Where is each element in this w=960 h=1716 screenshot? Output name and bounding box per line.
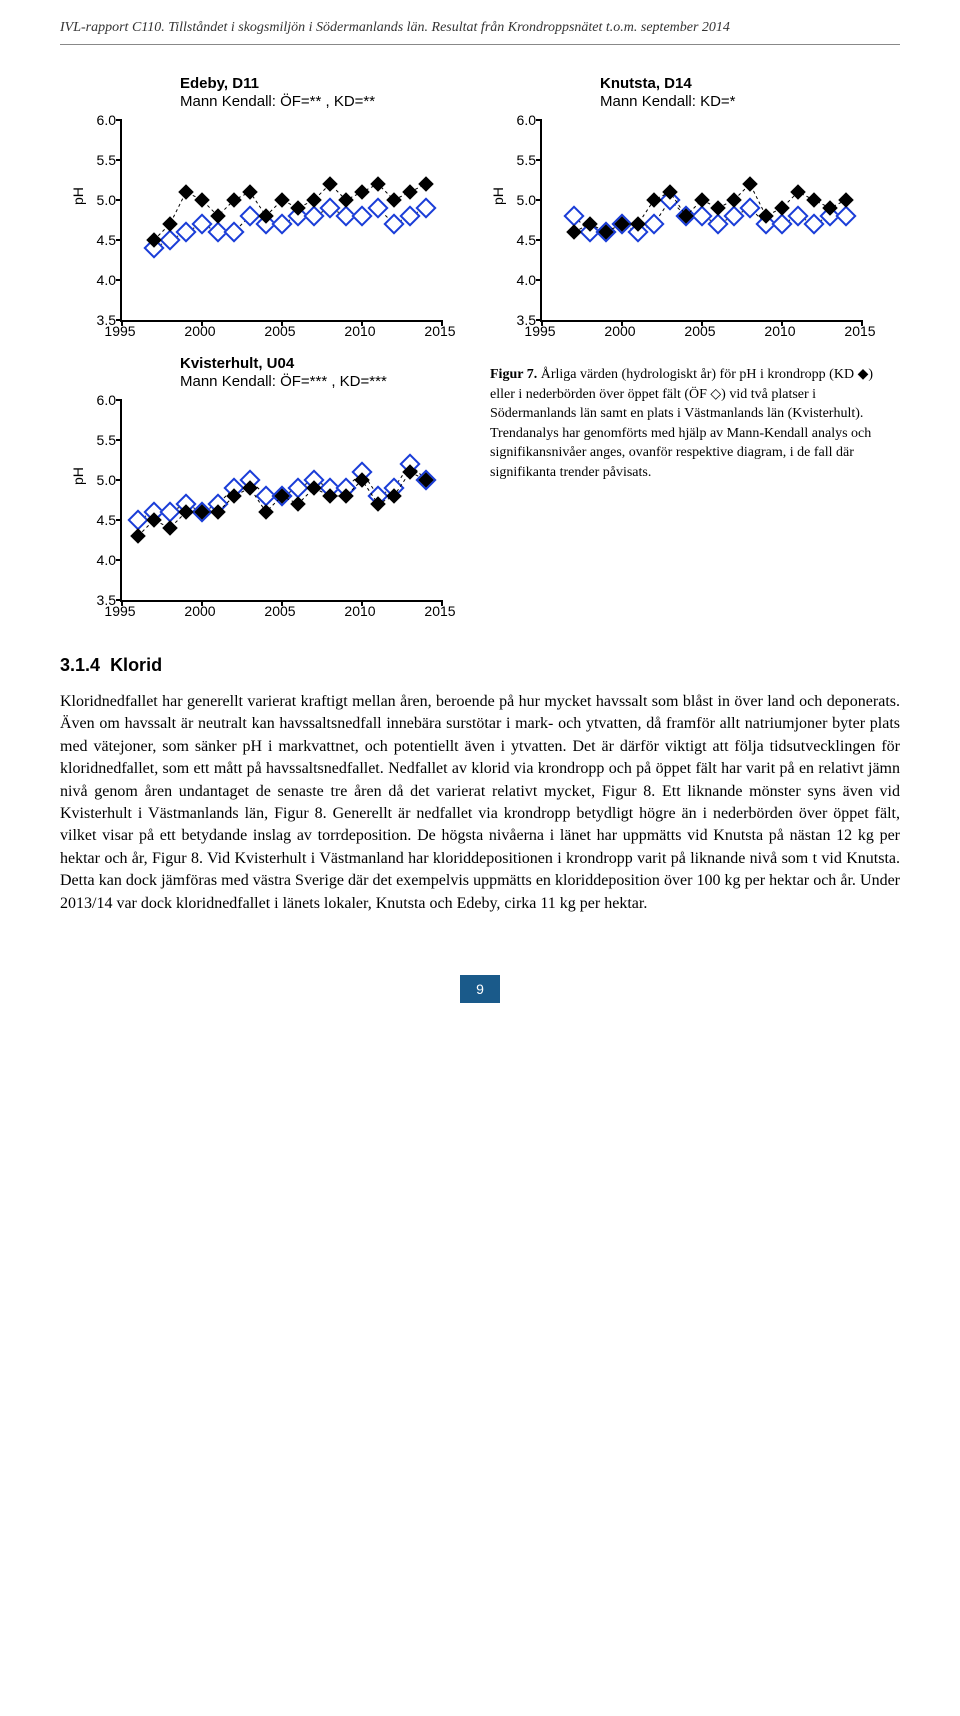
y-tick-label: 6.0 bbox=[82, 392, 116, 408]
marker-filled-diamond bbox=[130, 528, 146, 544]
y-tick-label: 4.0 bbox=[502, 272, 536, 288]
marker-filled-diamond bbox=[274, 192, 290, 208]
plot-area bbox=[540, 120, 862, 322]
marker-filled-diamond bbox=[790, 184, 806, 200]
x-tick-label: 2015 bbox=[424, 323, 455, 339]
y-tick-label: 4.0 bbox=[82, 272, 116, 288]
figure-caption: Figur 7. Årliga värden (hydrologiskt år)… bbox=[480, 355, 900, 625]
marker-filled-diamond bbox=[354, 184, 370, 200]
page-header: IVL-rapport C110. Tillståndet i skogsmil… bbox=[60, 20, 900, 45]
marker-filled-diamond bbox=[566, 224, 582, 240]
marker-filled-diamond bbox=[806, 192, 822, 208]
y-tick-label: 5.5 bbox=[502, 152, 536, 168]
section-title: Klorid bbox=[110, 655, 162, 675]
body-paragraph: Kloridnedfallet har generellt varierat k… bbox=[60, 691, 900, 915]
marker-open-diamond bbox=[835, 205, 856, 226]
y-tick-label: 5.0 bbox=[82, 192, 116, 208]
marker-filled-diamond bbox=[694, 192, 710, 208]
x-tick-label: 2000 bbox=[604, 323, 635, 339]
y-tick-label: 6.0 bbox=[502, 112, 536, 128]
y-tick-label: 5.0 bbox=[502, 192, 536, 208]
marker-filled-diamond bbox=[194, 192, 210, 208]
x-tick-label: 2010 bbox=[764, 323, 795, 339]
chart-edeby: Edeby, D11Mann Kendall: ÖF=** , KD=**pH3… bbox=[60, 75, 460, 345]
chart-title: Edeby, D11Mann Kendall: ÖF=** , KD=** bbox=[180, 75, 375, 111]
x-tick-label: 2015 bbox=[844, 323, 875, 339]
marker-filled-diamond bbox=[402, 184, 418, 200]
x-tick-label: 2005 bbox=[264, 323, 295, 339]
chart-kvisterhult: Kvisterhult, U04Mann Kendall: ÖF=*** , K… bbox=[60, 355, 460, 625]
y-tick-label: 4.5 bbox=[82, 512, 116, 528]
y-tick-label: 5.5 bbox=[82, 152, 116, 168]
marker-filled-diamond bbox=[258, 504, 274, 520]
figure-caption-text: Årliga värden (hydrologiskt år) för pH i… bbox=[490, 367, 873, 480]
section-number: 3.1.4 bbox=[60, 655, 100, 675]
y-tick-label: 5.0 bbox=[82, 472, 116, 488]
x-tick-label: 2000 bbox=[184, 603, 215, 619]
x-tick-label: 2015 bbox=[424, 603, 455, 619]
marker-filled-diamond bbox=[306, 192, 322, 208]
x-tick-label: 2010 bbox=[344, 323, 375, 339]
y-tick-label: 6.0 bbox=[82, 112, 116, 128]
chart-title: Knutsta, D14Mann Kendall: KD=* bbox=[600, 75, 736, 111]
marker-open-diamond bbox=[223, 221, 244, 242]
marker-filled-diamond bbox=[242, 184, 258, 200]
marker-filled-diamond bbox=[162, 520, 178, 536]
y-tick-label: 4.5 bbox=[502, 232, 536, 248]
marker-filled-diamond bbox=[774, 200, 790, 216]
x-tick-label: 1995 bbox=[104, 603, 135, 619]
plot-area bbox=[120, 120, 442, 322]
marker-filled-diamond bbox=[418, 176, 434, 192]
marker-filled-diamond bbox=[226, 192, 242, 208]
marker-filled-diamond bbox=[370, 176, 386, 192]
marker-filled-diamond bbox=[210, 208, 226, 224]
y-tick-label: 4.0 bbox=[82, 552, 116, 568]
chart-knutsta: Knutsta, D14Mann Kendall: KD=*pH3.54.04.… bbox=[480, 75, 880, 345]
marker-filled-diamond bbox=[338, 192, 354, 208]
marker-filled-diamond bbox=[162, 216, 178, 232]
marker-filled-diamond bbox=[646, 192, 662, 208]
plot-area bbox=[120, 400, 442, 602]
chart-title: Kvisterhult, U04Mann Kendall: ÖF=*** , K… bbox=[180, 355, 387, 391]
x-tick-label: 2010 bbox=[344, 603, 375, 619]
marker-filled-diamond bbox=[710, 200, 726, 216]
marker-filled-diamond bbox=[322, 176, 338, 192]
figure-label: Figur 7. bbox=[490, 367, 537, 382]
marker-filled-diamond bbox=[386, 192, 402, 208]
marker-filled-diamond bbox=[838, 192, 854, 208]
page-number: 9 bbox=[460, 975, 500, 1003]
y-tick-label: 5.5 bbox=[82, 432, 116, 448]
y-tick-label: 4.5 bbox=[82, 232, 116, 248]
marker-filled-diamond bbox=[290, 496, 306, 512]
section-heading: 3.1.4 Klorid bbox=[60, 655, 900, 676]
x-tick-label: 2005 bbox=[684, 323, 715, 339]
x-tick-label: 2005 bbox=[264, 603, 295, 619]
marker-filled-diamond bbox=[742, 176, 758, 192]
x-tick-label: 1995 bbox=[524, 323, 555, 339]
marker-filled-diamond bbox=[726, 192, 742, 208]
x-tick-label: 2000 bbox=[184, 323, 215, 339]
marker-filled-diamond bbox=[178, 184, 194, 200]
chart-grid: Edeby, D11Mann Kendall: ÖF=** , KD=**pH3… bbox=[60, 75, 900, 625]
x-tick-label: 1995 bbox=[104, 323, 135, 339]
